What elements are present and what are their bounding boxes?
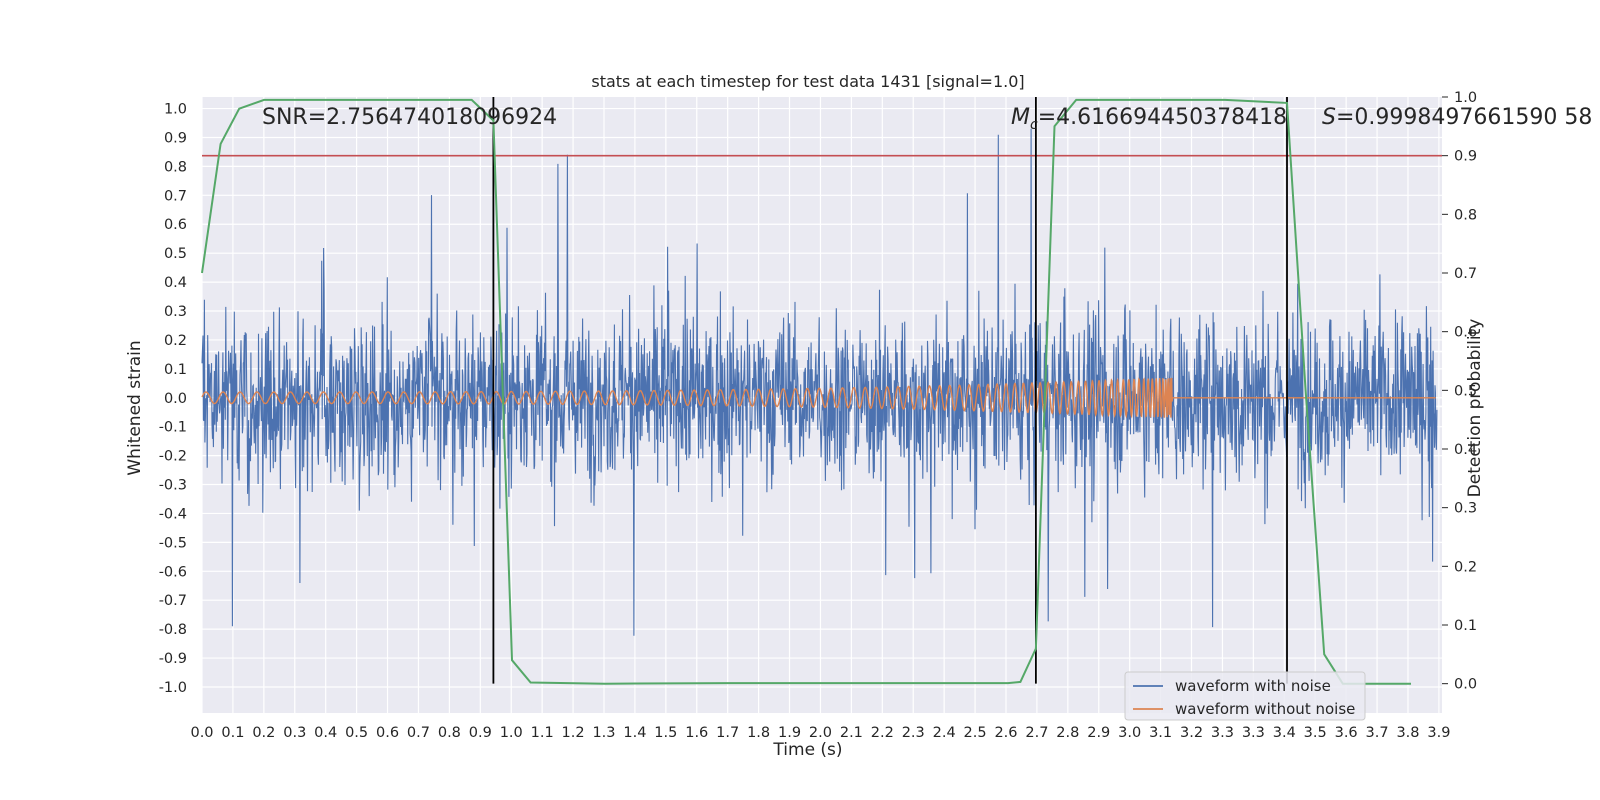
x-tick-label: 1.5 [654, 725, 677, 741]
y-axis-label: Whitened strain [125, 340, 145, 475]
snr-annotation: SNR=2.756474018096924 [262, 105, 557, 130]
legend: waveform with noise waveform without nois… [1124, 671, 1366, 721]
y2-tick-label: 0.4 [1454, 442, 1477, 458]
legend-box [1124, 671, 1366, 721]
x-tick-label: 3.9 [1427, 725, 1450, 741]
x-tick-label: 0.6 [376, 725, 399, 741]
y2-tick-label: 0.8 [1454, 207, 1477, 223]
y2-tick-label: 0.9 [1454, 149, 1477, 165]
x-tick-label: 1.8 [747, 725, 770, 741]
x-tick-label: 2.0 [809, 725, 832, 741]
y-tick-label: -0.9 [159, 651, 187, 667]
y-tick-label: -0.1 [159, 420, 187, 436]
x-tick-label: 3.7 [1366, 725, 1389, 741]
y2-tick-label: 0.7 [1454, 266, 1477, 282]
y-tick-label: -0.2 [159, 449, 187, 465]
x-tick-label: 2.3 [902, 725, 925, 741]
y-tick-label: 0.2 [164, 333, 187, 349]
y2-tick-label: 1.0 [1454, 90, 1477, 106]
x-tick-label: 0.2 [252, 725, 275, 741]
legend-label-noisy: waveform with noise [1175, 677, 1331, 695]
y-tick-label: 0.1 [164, 362, 187, 378]
x-tick-label: 2.5 [964, 725, 987, 741]
x-tick-label: 0.0 [190, 725, 213, 741]
y-tick-label: -0.8 [159, 622, 187, 638]
y-tick-label: 0.4 [164, 275, 187, 291]
series-detection-probability [201, 98, 1411, 685]
x-tick-label: 2.8 [1056, 725, 1079, 741]
x-tick-label: 3.6 [1335, 725, 1358, 741]
x-tick-label: 0.3 [283, 725, 306, 741]
x-tick-label: 3.1 [1149, 725, 1172, 741]
series-waveform-without-noise [201, 377, 1436, 419]
plot-area: 0.0 0.1 0.2 0.3 0.4 0.5 0.6 0.7 0.8 0.9 1.0 1.1 1.2 1… [159, 90, 1477, 741]
series-waveform-with-noise [201, 128, 1438, 636]
y-tick-label: -0.3 [159, 478, 187, 494]
x-tick-label: 3.8 [1396, 725, 1419, 741]
y2-axis-label: Detection probability [1465, 319, 1485, 498]
y-tick-label: 1.0 [164, 102, 187, 118]
x-tick-label: 2.6 [994, 725, 1017, 741]
score-annotation: S=0.9998497661590 58 [1322, 105, 1592, 130]
y2-tick-label: 0.1 [1454, 618, 1477, 634]
y-tick-label: 0.6 [164, 217, 187, 233]
x-tick-label: 2.1 [840, 725, 863, 741]
x-tick-label: 1.6 [685, 725, 708, 741]
chart-title: stats at each timestep for test data 143… [591, 72, 1024, 91]
x-tick-label: 1.4 [623, 725, 646, 741]
x-tick-label: 3.3 [1242, 725, 1265, 741]
x-tick-label: 2.2 [871, 725, 894, 741]
x-tick-label: 0.8 [438, 725, 461, 741]
x-tick-label: 1.7 [716, 725, 739, 741]
x-tick-label: 0.7 [407, 725, 430, 741]
x-tick-label: 1.9 [778, 725, 801, 741]
x-tick-label: 0.1 [221, 725, 244, 741]
y2-tick-label: 0.2 [1454, 559, 1477, 575]
chirp-mass-annotation: Mc=4.616694450378418 [1011, 105, 1287, 133]
y2-tick-label: 0.0 [1454, 677, 1477, 693]
x-tick-label: 3.4 [1273, 725, 1296, 741]
x-tick-label: 3.0 [1118, 725, 1141, 741]
x-tick-label: 2.9 [1087, 725, 1110, 741]
y-tick-label: -1.0 [159, 680, 187, 696]
y-tick-label: 0.7 [164, 188, 187, 204]
y-tick-label: -0.4 [159, 506, 187, 522]
y-tick-label: -0.7 [159, 593, 187, 609]
y2-tick-label: 0.5 [1454, 383, 1477, 399]
y-tick-label: 0.0 [164, 391, 187, 407]
x-tick-label: 2.4 [933, 725, 956, 741]
y-tick-label: 0.8 [164, 159, 187, 175]
x-tick-label: 3.2 [1180, 725, 1203, 741]
x-tick-label: 1.1 [531, 725, 554, 741]
y-tick-label: 0.3 [164, 304, 187, 320]
x-tick-label: 1.2 [562, 725, 585, 741]
x-tick-label: 0.4 [314, 725, 337, 741]
legend-label-clean: waveform without noise [1175, 700, 1355, 718]
y2-tick-label: 0.3 [1454, 501, 1477, 517]
y-tick-label: 0.5 [164, 246, 187, 262]
x-tick-label: 1.3 [592, 725, 615, 741]
y-tick-label: -0.5 [159, 535, 187, 551]
x-tick-label: 3.5 [1304, 725, 1327, 741]
y-tick-label: 0.9 [164, 130, 187, 146]
x-tick-label: 1.0 [500, 725, 523, 741]
x-tick-label: 0.9 [469, 725, 492, 741]
x-tick-label: 2.7 [1025, 725, 1048, 741]
y2-tick-label: 0.6 [1454, 325, 1477, 341]
x-axis-label: Time (s) [772, 740, 842, 760]
y-tick-label: -0.6 [159, 564, 187, 580]
x-tick-label: 3.3 [1211, 725, 1234, 741]
x-tick-label: 0.5 [345, 725, 368, 741]
